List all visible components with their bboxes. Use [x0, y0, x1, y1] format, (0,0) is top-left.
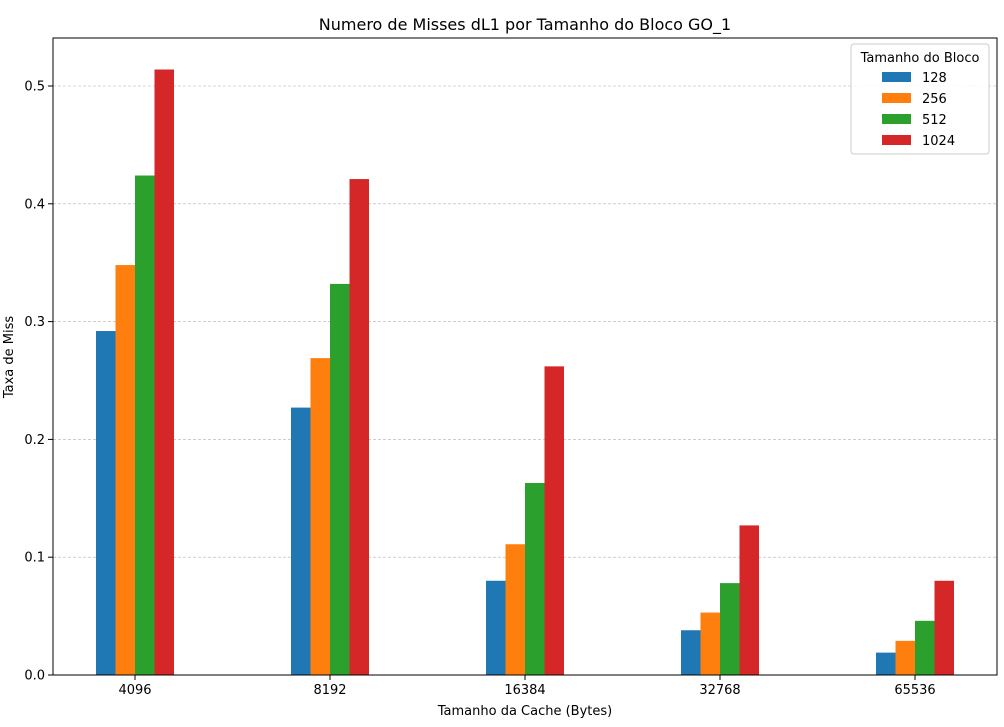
y-tick-label: 0.5: [24, 80, 45, 95]
bar-256-32768: [700, 612, 720, 675]
bar-128-4096: [96, 331, 116, 675]
y-tick-label: 0.2: [24, 433, 45, 448]
x-axis-label: Tamanho da Cache (Bytes): [437, 704, 612, 719]
bar-256-16384: [505, 544, 525, 675]
x-tick-label: 32768: [699, 683, 740, 698]
chart-title: Numero de Misses dL1 por Tamanho do Bloc…: [319, 15, 731, 35]
y-tick-label: 0.0: [24, 669, 45, 684]
x-tick-label: 16384: [504, 683, 545, 698]
bar-1024-16384: [544, 366, 564, 675]
y-tick-label: 0.3: [24, 315, 45, 330]
bar-128-8192: [291, 407, 311, 675]
bar-1024-8192: [349, 179, 369, 675]
y-tick-label: 0.1: [24, 551, 45, 566]
legend-box: [850, 43, 990, 155]
x-tick-label: 65536: [894, 683, 935, 698]
bar-1024-4096: [154, 69, 174, 676]
legend-swatch-512: [882, 114, 911, 124]
bar-512-4096: [135, 175, 155, 675]
bar-128-65536: [876, 652, 896, 675]
bar-512-8192: [330, 283, 350, 675]
x-tick-label: 8192: [313, 683, 346, 698]
bar-256-4096: [115, 265, 135, 675]
bar-1024-65536: [934, 580, 954, 675]
legend: Tamanho do Bloco 128 256 512 1024: [850, 43, 990, 155]
bar-512-32768: [720, 583, 740, 675]
legend-swatch-1024: [882, 135, 911, 145]
axis-ticks: 0.0 0.1 0.2 0.3 0.4 0.5 4096 8192 16384 32768 6553…: [24, 80, 935, 699]
legend-label-256: 256: [922, 92, 947, 107]
legend-label-128: 128: [922, 71, 947, 86]
legend-items: 128 256 512 1024: [882, 71, 955, 149]
x-tick-label: 4096: [118, 683, 151, 698]
bar-256-65536: [895, 640, 915, 675]
bar-128-16384: [486, 580, 506, 675]
bar-256-8192: [310, 358, 330, 675]
legend-swatch-256: [882, 93, 911, 103]
legend-swatch-128: [882, 72, 911, 82]
legend-label-512: 512: [922, 113, 947, 128]
bar-512-65536: [915, 620, 935, 675]
y-axis-label: Taxa de Miss: [2, 316, 17, 400]
legend-title: Tamanho do Bloco: [860, 51, 980, 66]
y-tick-label: 0.4: [24, 197, 45, 212]
bar-512-16384: [525, 482, 545, 675]
gridlines: [53, 85, 997, 558]
bars: [96, 69, 954, 676]
legend-label-1024: 1024: [922, 134, 955, 149]
bar-128-32768: [681, 630, 701, 675]
bar-1024-32768: [739, 525, 759, 675]
